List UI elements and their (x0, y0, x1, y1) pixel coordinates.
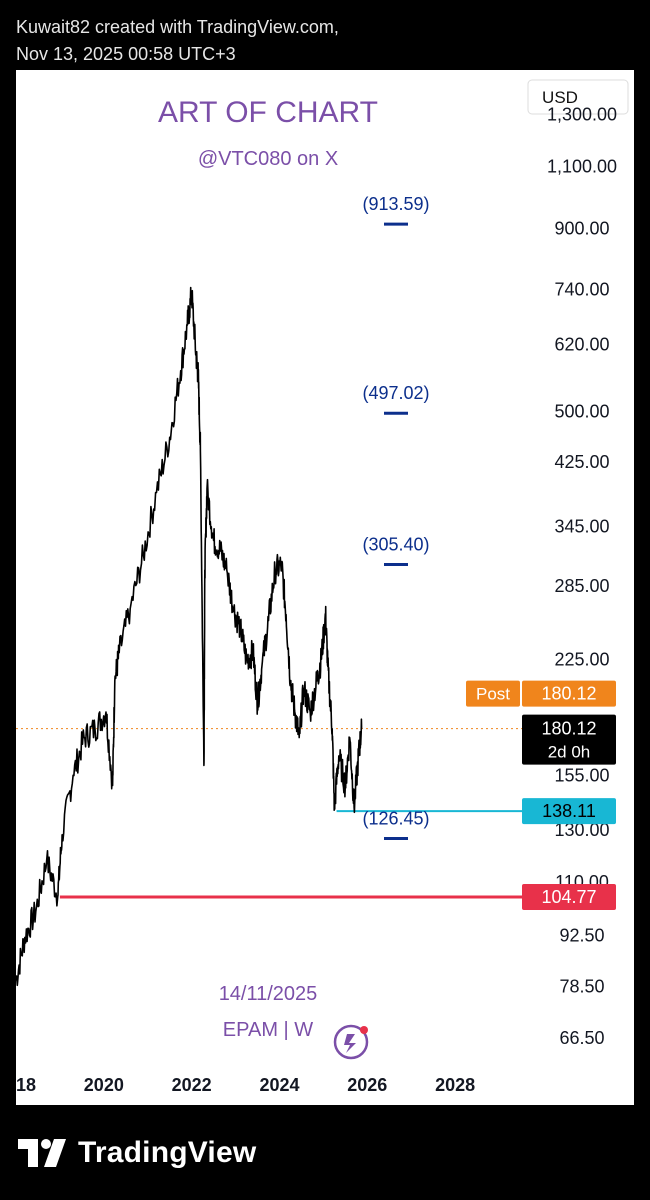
chart-title: ART OF CHART (158, 96, 378, 129)
tradingview-logo-icon (18, 1139, 66, 1167)
x-tick-label: 2026 (347, 1075, 387, 1095)
author-line: Kuwait82 created with TradingView.com, (16, 17, 339, 37)
target-label-1: (913.59) (362, 194, 429, 214)
y-tick-label: 225.00 (554, 649, 609, 669)
price-chart[interactable]: (913.59) (497.02) (305.40) (126.45) ART OF … (16, 70, 634, 1105)
currency-selector[interactable] (527, 79, 629, 115)
target-label-2: (497.02) (362, 383, 429, 403)
y-tick-label: 130.00 (554, 820, 609, 840)
chart-date: 14/11/2025 (219, 983, 318, 1005)
target-label-3: (305.40) (362, 535, 429, 555)
x-tick-label: 2022 (172, 1075, 212, 1095)
level-badge-support[interactable]: 138.11 (522, 798, 616, 825)
post-tag[interactable]: Post (466, 680, 520, 707)
y-tick-label: 740.00 (554, 280, 609, 300)
y-tick-label: 500.00 (554, 401, 609, 421)
post-price-badge[interactable]: 180.12 (522, 680, 616, 707)
y-tick-label: 620.00 (554, 335, 609, 355)
bar-countdown: 2d 0h (548, 743, 591, 762)
target-label-4: (126.45) (362, 809, 429, 829)
tradingview-footer: TradingView (18, 1136, 256, 1170)
svg-text:104.77: 104.77 (541, 887, 596, 907)
brand-name: TradingView (78, 1136, 257, 1169)
y-tick-label: 425.00 (554, 452, 609, 472)
y-tick-label: 66.50 (559, 1028, 604, 1048)
last-price-badge[interactable]: 180.12 2d 0h (522, 714, 616, 765)
level-badge-low[interactable]: 104.77 (522, 883, 616, 910)
timestamp-line: Nov 13, 2025 00:58 UTC+3 (16, 44, 236, 64)
y-tick-label: 345.00 (554, 517, 609, 537)
svg-text:Post: Post (476, 685, 510, 704)
svg-text:138.11: 138.11 (542, 801, 596, 821)
price-series-line (16, 286, 363, 987)
last-price-value: 180.12 (541, 719, 596, 739)
y-tick-label: 285.00 (554, 576, 609, 596)
publication-header: Kuwait82 created with TradingView.com, N… (16, 14, 339, 68)
y-tick-label: 155.00 (554, 765, 609, 785)
y-tick-label: 78.50 (559, 977, 604, 997)
y-tick-label: 1,300.00 (547, 104, 617, 124)
x-tick-label: 2018 (16, 1075, 36, 1095)
chart-subtitle: @VTC080 on X (198, 148, 338, 170)
x-tick-label: 2024 (259, 1075, 299, 1095)
y-tick-label: 92.50 (559, 926, 604, 946)
x-tick-label: 2028 (435, 1075, 475, 1095)
chart-panel[interactable]: (913.59) (497.02) (305.40) (126.45) ART OF … (16, 70, 634, 1105)
y-tick-label: 1,100.00 (547, 156, 617, 176)
y-tick-label: 900.00 (554, 219, 609, 239)
svg-text:180.12: 180.12 (541, 684, 596, 704)
currency-label: USD (542, 88, 578, 107)
symbol-label: EPAM | W (223, 1019, 314, 1041)
x-tick-label: 2020 (84, 1075, 124, 1095)
sparkle-icon[interactable] (333, 1024, 369, 1060)
